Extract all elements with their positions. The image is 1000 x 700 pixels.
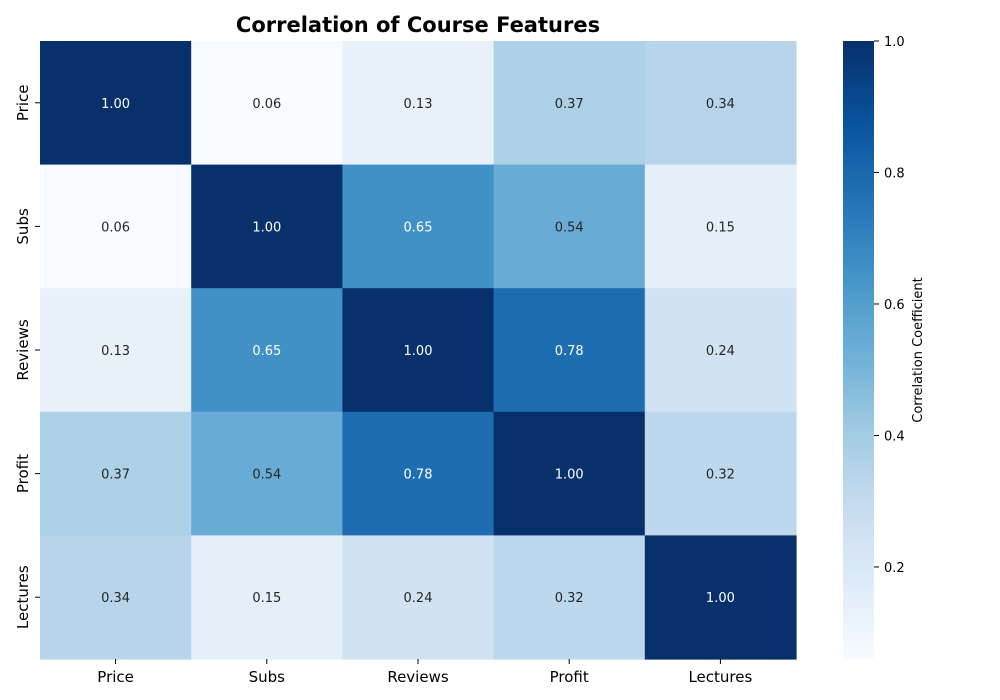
- colorbar-ticks: 0.2 0.4 0.6 0.8 1.0: [874, 35, 905, 576]
- colorbar-tick-label: 0.6: [884, 298, 905, 313]
- heatmap-cell-label: 0.06: [252, 97, 281, 112]
- colorbar-tick-label: 0.4: [884, 429, 905, 444]
- heatmap-cell-label: 0.78: [555, 344, 584, 359]
- heatmap-cell-lectures-reviews: [342, 535, 495, 660]
- heatmap-cell-profit-reviews: [342, 411, 495, 536]
- heatmap-cell-label: 1.00: [706, 591, 735, 606]
- heatmap-cell-lectures-price: [40, 535, 192, 660]
- y-axis-ticks: Price Subs Reviews Profit Lectures: [14, 85, 40, 629]
- chart-title: Correlation of Course Features: [236, 13, 600, 37]
- heatmap-cell-label: 0.15: [252, 591, 281, 606]
- heatmap-cell-label: 0.54: [555, 220, 584, 235]
- y-tick-label: Profit: [14, 454, 32, 493]
- heatmap-cell-reviews-reviews: [342, 288, 495, 413]
- heatmap-cell-label: 0.32: [555, 591, 584, 606]
- heatmap-cell-subs-reviews: [342, 164, 495, 289]
- heatmap-cell-reviews-price: [40, 288, 192, 413]
- heatmap-cell-label: 1.00: [252, 220, 281, 235]
- heatmap-cell-subs-price: [40, 164, 192, 289]
- heatmap-cell-label: 0.54: [252, 468, 281, 483]
- x-tick-label: Profit: [550, 668, 589, 686]
- y-tick-label: Lectures: [14, 565, 32, 629]
- heatmap-cell-price-subs: [191, 41, 343, 166]
- heatmap-cell-label: 0.24: [404, 591, 433, 606]
- heatmap-cell-subs-subs: [191, 164, 343, 289]
- x-tick-label: Reviews: [387, 668, 449, 686]
- y-tick-label: Reviews: [14, 319, 32, 381]
- heatmap-cell-label: 1.00: [101, 97, 130, 112]
- heatmap-cell-subs-profit: [493, 164, 646, 289]
- heatmap-cell-profit-price: [40, 411, 192, 536]
- heatmap-cell-label: 0.34: [706, 97, 735, 112]
- y-tick-label: Subs: [14, 208, 32, 245]
- heatmap-cell-label: 0.15: [706, 220, 735, 235]
- heatmap-cell-label: 0.37: [555, 97, 584, 112]
- colorbar-tick-label: 0.2: [884, 561, 905, 576]
- heatmap-cell-profit-profit: [493, 411, 646, 536]
- heatmap-cell-lectures-lectures: [644, 535, 797, 660]
- colorbar: 0.2 0.4 0.6 0.8 1.0 Correlation Coefficient: [843, 35, 926, 659]
- heatmap-cell-label: 0.65: [404, 220, 433, 235]
- heatmap-cell-profit-subs: [191, 411, 343, 536]
- x-axis-ticks: Price Subs Reviews Profit Lectures: [97, 659, 753, 686]
- heatmap-cells: 1.00 0.06 0.13 0.37 0.34 0.06 1.00 0.65 0.54 0.15…: [40, 41, 797, 660]
- heatmap-cell-price-profit: [493, 41, 646, 166]
- heatmap-cell-profit-lectures: [644, 411, 797, 536]
- heatmap-cell-label: 0.24: [706, 344, 735, 359]
- heatmap-cell-lectures-subs: [191, 535, 343, 660]
- heatmap-cell-label: 0.32: [706, 468, 735, 483]
- heatmap-cell-reviews-profit: [493, 288, 646, 413]
- heatmap-cell-label: 1.00: [404, 344, 433, 359]
- heatmap-cell-label: 0.34: [101, 591, 130, 606]
- heatmap-cell-price-reviews: [342, 41, 495, 166]
- heatmap-cell-subs-lectures: [644, 164, 797, 289]
- colorbar-tick-label: 0.8: [884, 166, 905, 181]
- heatmap-cell-label: 0.13: [101, 344, 130, 359]
- x-tick-label: Subs: [249, 668, 286, 686]
- x-tick-label: Price: [97, 668, 134, 686]
- heatmap-cell-reviews-lectures: [644, 288, 797, 413]
- colorbar-label: Correlation Coefficient: [911, 277, 926, 423]
- x-tick-label: Lectures: [688, 668, 752, 686]
- heatmap-cell-label: 0.78: [404, 468, 433, 483]
- colorbar-gradient: [843, 41, 874, 659]
- heatmap-cell-label: 0.37: [101, 468, 130, 483]
- y-tick-label: Price: [14, 85, 32, 122]
- heatmap-cell-reviews-subs: [191, 288, 343, 413]
- heatmap-cell-price-lectures: [644, 41, 797, 166]
- heatmap-cell-label: 0.65: [252, 344, 281, 359]
- heatmap-cell-price-price: [40, 41, 192, 166]
- heatmap-cell-label: 0.13: [404, 97, 433, 112]
- heatmap-cell-label: 1.00: [555, 468, 584, 483]
- heatmap-cell-lectures-profit: [493, 535, 646, 660]
- colorbar-tick-label: 1.0: [884, 35, 905, 50]
- heatmap-cell-label: 0.06: [101, 220, 130, 235]
